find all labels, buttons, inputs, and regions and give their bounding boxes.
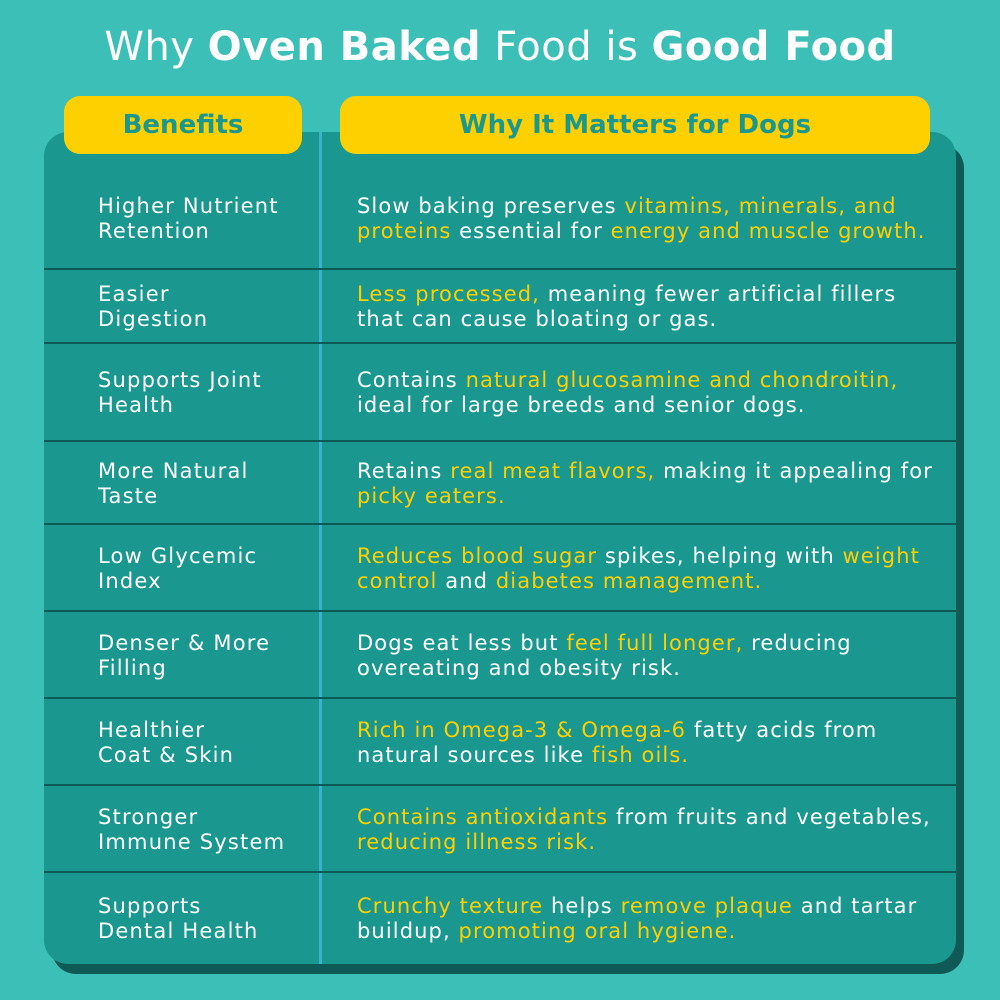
highlighted-text: Crunchy texture — [357, 894, 544, 918]
highlighted-text: picky eaters. — [357, 483, 506, 508]
benefit-label: More Natural Taste — [98, 459, 308, 509]
table-row: More Natural Taste Retains real meat flavo… — [44, 440, 956, 525]
benefit-label: Low Glycemic Index — [98, 544, 308, 594]
description-text: making it appealing for — [655, 458, 933, 483]
benefit-description: Slow baking preserves vitamins, minerals… — [357, 194, 947, 244]
highlighted-text: diabetes management. — [495, 568, 763, 593]
description-text: Retains — [357, 458, 451, 483]
highlighted-text: promoting oral hygiene. — [458, 919, 737, 943]
benefit-description: Crunchy texture helps remove plaque and … — [357, 894, 947, 944]
highlighted-text: energy and muscle growth. — [610, 219, 926, 243]
table-row: Higher Nutrient Retention Slow baking pres… — [44, 170, 956, 268]
highlighted-text: vitamins, minerals, and proteins — [357, 194, 897, 243]
benefit-line-2: Health — [98, 393, 175, 417]
benefit-line-1: Supports Joint — [98, 368, 262, 392]
column-divider — [319, 132, 322, 964]
description-text: spikes, helping with — [597, 543, 843, 568]
benefit-label: Denser & More Filling — [98, 631, 308, 681]
highlighted-text: Rich in Omega-3 & Omega-6 — [357, 717, 687, 742]
description-text: Dogs eat less but — [357, 630, 567, 655]
description-text: and — [437, 568, 496, 593]
title-part-2: Oven Baked — [207, 24, 481, 70]
highlighted-text: Reduces blood sugar — [357, 543, 598, 568]
description-text: and tartar buildup, — [357, 894, 918, 943]
benefit-description: Contains antioxidants from fruits and ve… — [357, 805, 947, 855]
highlighted-text: fish oils. — [591, 742, 690, 767]
highlighted-text: reducing illness risk. — [357, 829, 597, 854]
benefit-label: Healthier Coat & Skin — [98, 718, 308, 768]
title-part-1: Why — [104, 24, 208, 70]
title-part-3: Food is — [481, 24, 652, 70]
highlighted-text: Less processed, — [357, 282, 540, 306]
highlighted-text: feel full longer, — [566, 630, 744, 655]
highlighted-text: weight control — [357, 543, 920, 593]
benefit-line-2: Filling — [98, 655, 167, 680]
benefit-description: Rich in Omega-3 & Omega-6 fatty acids fr… — [357, 718, 947, 768]
benefit-line-1: Higher Nutrient — [98, 194, 279, 218]
why-header: Why It Matters for Dogs — [340, 96, 930, 154]
benefit-line-2: Dental Health — [98, 919, 259, 943]
description-text: helps — [543, 894, 621, 918]
benefit-label: Stronger Immune System — [98, 805, 308, 855]
benefit-line-1: Healthier — [98, 717, 206, 742]
benefits-table — [44, 132, 956, 964]
benefit-line-1: Supports — [98, 894, 202, 918]
benefit-line-2: Coat & Skin — [98, 742, 235, 767]
benefits-header: Benefits — [64, 96, 302, 154]
table-row: Low Glycemic Index Reduces blood sugar spi… — [44, 523, 956, 612]
benefit-description: Retains real meat flavors, making it app… — [357, 459, 947, 509]
description-text: from fruits and vegetables, — [608, 804, 931, 829]
table-row: Supports Joint Health Contains natural glu… — [44, 342, 956, 442]
benefit-line-2: Taste — [98, 483, 159, 508]
table-row: Denser & More Filling Dogs eat less but fe… — [44, 610, 956, 699]
benefit-line-1: Easier — [98, 282, 170, 306]
table-row: Healthier Coat & Skin Rich in Omega-3 & Om… — [44, 697, 956, 786]
benefit-line-2: Retention — [98, 219, 211, 243]
table-row: Stronger Immune System Contains antioxidan… — [44, 784, 956, 873]
benefit-line-1: Denser & More — [98, 630, 271, 655]
table-row: Supports Dental Health Crunchy texture hel… — [44, 871, 956, 965]
description-text: Contains — [357, 368, 466, 392]
benefit-label: Supports Dental Health — [98, 894, 308, 944]
description-text: fatty acids from natural sources like — [357, 717, 878, 767]
description-text: essential for — [451, 219, 611, 243]
benefit-description: Reduces blood sugar spikes, helping with… — [357, 544, 947, 594]
description-text: ideal for large breeds and senior dogs. — [357, 393, 806, 417]
benefit-label: Easier Digestion — [98, 282, 308, 332]
benefit-description: Less processed, meaning fewer artificial… — [357, 282, 947, 332]
benefit-description: Dogs eat less but feel full longer, redu… — [357, 631, 947, 681]
benefit-line-2: Digestion — [98, 307, 209, 331]
title-part-4: Good Food — [651, 24, 896, 70]
highlighted-text: natural glucosamine and chondroitin, — [465, 368, 899, 392]
page-title: Why Oven Baked Food is Good Food — [0, 24, 1000, 70]
benefit-line-2: Index — [98, 568, 162, 593]
description-text: Slow baking preserves — [357, 194, 625, 218]
benefit-line-1: More Natural — [98, 458, 249, 483]
highlighted-text: remove plaque — [620, 894, 793, 918]
benefit-label: Higher Nutrient Retention — [98, 194, 308, 244]
benefit-label: Supports Joint Health — [98, 368, 308, 418]
description-text: meaning fewer artificial fillers that ca… — [357, 282, 897, 331]
highlighted-text: Contains antioxidants — [357, 804, 609, 829]
benefit-description: Contains natural glucosamine and chondro… — [357, 368, 947, 418]
benefit-line-1: Stronger — [98, 804, 199, 829]
benefit-line-1: Low Glycemic — [98, 543, 258, 568]
benefit-line-2: Immune System — [98, 829, 286, 854]
table-row: Easier Digestion Less processed, meaning f… — [44, 268, 956, 344]
highlighted-text: real meat flavors, — [450, 458, 656, 483]
description-text: reducing overeating and obesity risk. — [357, 630, 852, 680]
